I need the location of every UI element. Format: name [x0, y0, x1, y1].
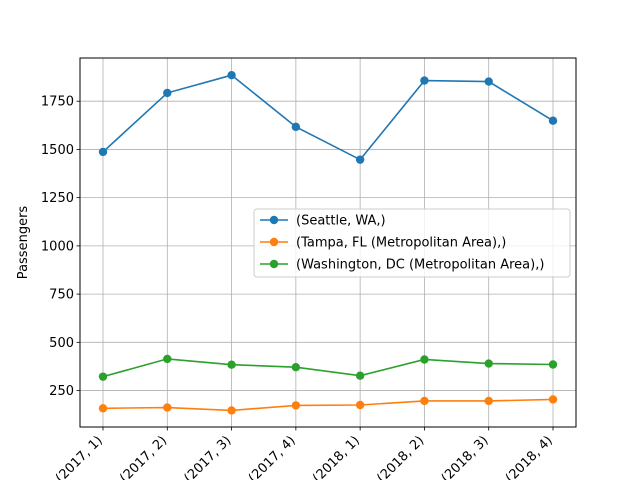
x-tick-label: (2018, 3) — [439, 433, 492, 480]
data-point — [355, 400, 365, 410]
legend-marker — [269, 215, 279, 225]
x-tick-label: (2018, 1) — [310, 433, 363, 480]
data-point — [227, 70, 236, 80]
y-tick-label: 500 — [49, 336, 74, 351]
series-2 — [98, 354, 558, 381]
data-point — [98, 147, 108, 157]
legend-label: (Tampa, FL (Metropolitan Area),) — [296, 236, 506, 251]
x-tick-label: (2017, 1) — [53, 433, 106, 480]
legend-box — [253, 208, 571, 278]
y-axis-label: Passengers — [16, 206, 31, 280]
data-point — [163, 354, 172, 364]
x-tick-label: (2018, 4) — [503, 433, 556, 480]
x-tick-label: (2017, 2) — [117, 433, 170, 480]
series-group — [98, 70, 558, 415]
y-tick-label: 1500 — [41, 143, 74, 158]
data-point — [420, 355, 429, 364]
legend-item: (Tampa, FL (Metropolitan Area),) — [260, 236, 506, 251]
legend-item: (Washington, DC (Metropolitan Area),) — [260, 258, 544, 273]
data-point — [355, 155, 365, 164]
data-point — [420, 396, 429, 406]
series-line — [102, 74, 554, 161]
data-point — [420, 76, 429, 85]
legend-marker — [269, 259, 279, 269]
x-tick-label: (2017, 4) — [246, 433, 299, 480]
data-point — [355, 371, 365, 380]
data-point — [291, 401, 301, 410]
data-point — [163, 403, 172, 412]
x-axis: (2017, 1) (2017, 2) (2017, 3) (2017, 4) (201… — [53, 427, 556, 480]
y-tick-label: 750 — [49, 288, 74, 303]
y-tick-label: 1250 — [41, 191, 74, 206]
data-point — [98, 404, 108, 413]
series-0 — [98, 70, 558, 164]
data-point — [484, 396, 493, 406]
data-point — [484, 77, 493, 86]
data-point — [227, 406, 236, 415]
legend-label: (Seattle, WA,) — [296, 214, 386, 229]
data-point — [548, 360, 558, 369]
data-point — [548, 116, 558, 125]
y-tick-label: 250 — [49, 384, 74, 399]
series-1 — [98, 395, 558, 415]
plot-area — [79, 57, 577, 428]
legend: (Seattle, WA,) (Tampa, FL (Metropolitan A… — [253, 208, 571, 278]
y-axis: 250 500 750 1000 1250 1500 1750 — [41, 95, 80, 399]
data-point — [484, 359, 493, 368]
x-tick-label: (2018, 2) — [374, 433, 427, 480]
data-point — [291, 363, 301, 372]
legend-label: (Washington, DC (Metropolitan Area),) — [296, 258, 544, 273]
series-line — [102, 398, 554, 412]
legend-marker — [269, 237, 279, 247]
data-point — [163, 88, 172, 98]
x-tick-label: (2017, 3) — [182, 433, 235, 480]
legend-item: (Seattle, WA,) — [260, 214, 386, 229]
data-point — [227, 360, 236, 369]
data-point — [548, 395, 558, 404]
y-tick-label: 1750 — [41, 95, 74, 110]
y-tick-label: 1000 — [41, 239, 74, 254]
data-point — [98, 372, 108, 381]
series-line — [102, 358, 554, 378]
data-point — [291, 122, 301, 132]
